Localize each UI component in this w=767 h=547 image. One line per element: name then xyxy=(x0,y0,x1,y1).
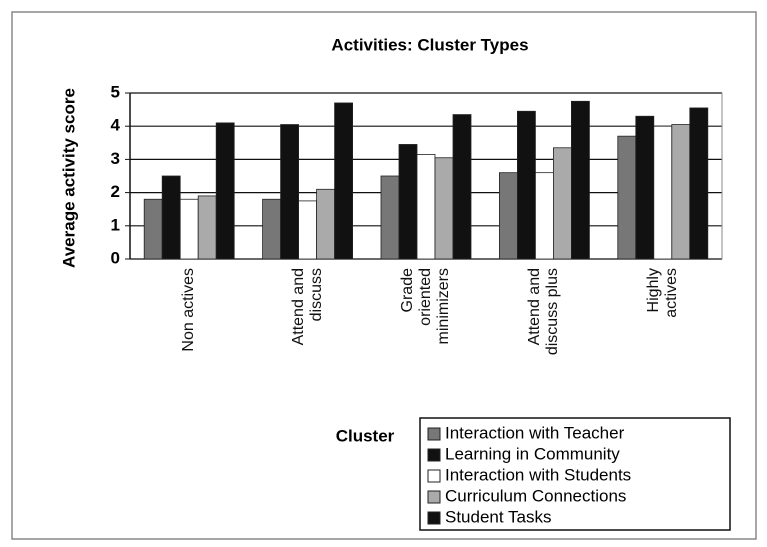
bar xyxy=(262,198,282,260)
bar xyxy=(316,188,336,260)
y-tick-label: 1 xyxy=(111,215,120,234)
legend-swatch xyxy=(427,427,441,441)
legend-label: Student Tasks xyxy=(445,507,551,526)
legend-label: Interaction with Students xyxy=(445,465,631,484)
bar xyxy=(215,122,235,260)
bar xyxy=(571,100,590,260)
x-tick-label: Highly actives xyxy=(644,268,680,318)
bar xyxy=(653,125,673,260)
legend-label: Interaction with Teacher xyxy=(445,423,625,442)
y-tick-label: 3 xyxy=(111,149,120,168)
bar xyxy=(671,124,691,260)
bar xyxy=(416,154,436,260)
x-axis-label: Cluster xyxy=(336,426,395,445)
bar xyxy=(617,135,637,260)
bar xyxy=(298,200,318,260)
legend-swatch xyxy=(427,448,441,462)
bar xyxy=(280,124,300,260)
y-tick-label: 2 xyxy=(111,182,120,201)
bar xyxy=(452,114,472,260)
legend-box xyxy=(419,417,731,531)
bar xyxy=(498,172,518,260)
y-tick-label: 5 xyxy=(111,82,120,101)
bar xyxy=(398,144,418,260)
bar xyxy=(143,198,163,260)
chart-title: Activities: Cluster Types xyxy=(331,35,528,54)
y-axis-label: Average activity score xyxy=(59,88,78,268)
bar xyxy=(334,102,354,260)
legend-label: Curriculum Connections xyxy=(445,486,626,505)
x-tick-label: Attend and discuss xyxy=(289,268,325,346)
x-tick-label: Attend and discuss plus xyxy=(526,268,562,356)
bar xyxy=(161,175,181,260)
x-tick-label: Grade oriented minimizers xyxy=(399,268,452,345)
bar xyxy=(689,107,709,260)
bar xyxy=(517,110,536,260)
bar xyxy=(380,175,400,260)
bar xyxy=(635,115,655,260)
y-tick-label: 0 xyxy=(111,248,120,267)
bar xyxy=(197,195,217,260)
legend-label: Learning in Community xyxy=(445,444,620,463)
legend-swatch xyxy=(427,511,441,525)
x-tick-label: Non actives xyxy=(180,268,198,352)
bar xyxy=(179,198,199,260)
y-tick-label: 4 xyxy=(111,116,121,135)
bar xyxy=(535,172,554,260)
legend-swatch xyxy=(427,490,441,504)
legend-swatch xyxy=(427,469,441,483)
bar xyxy=(434,157,454,260)
bar xyxy=(553,147,572,260)
